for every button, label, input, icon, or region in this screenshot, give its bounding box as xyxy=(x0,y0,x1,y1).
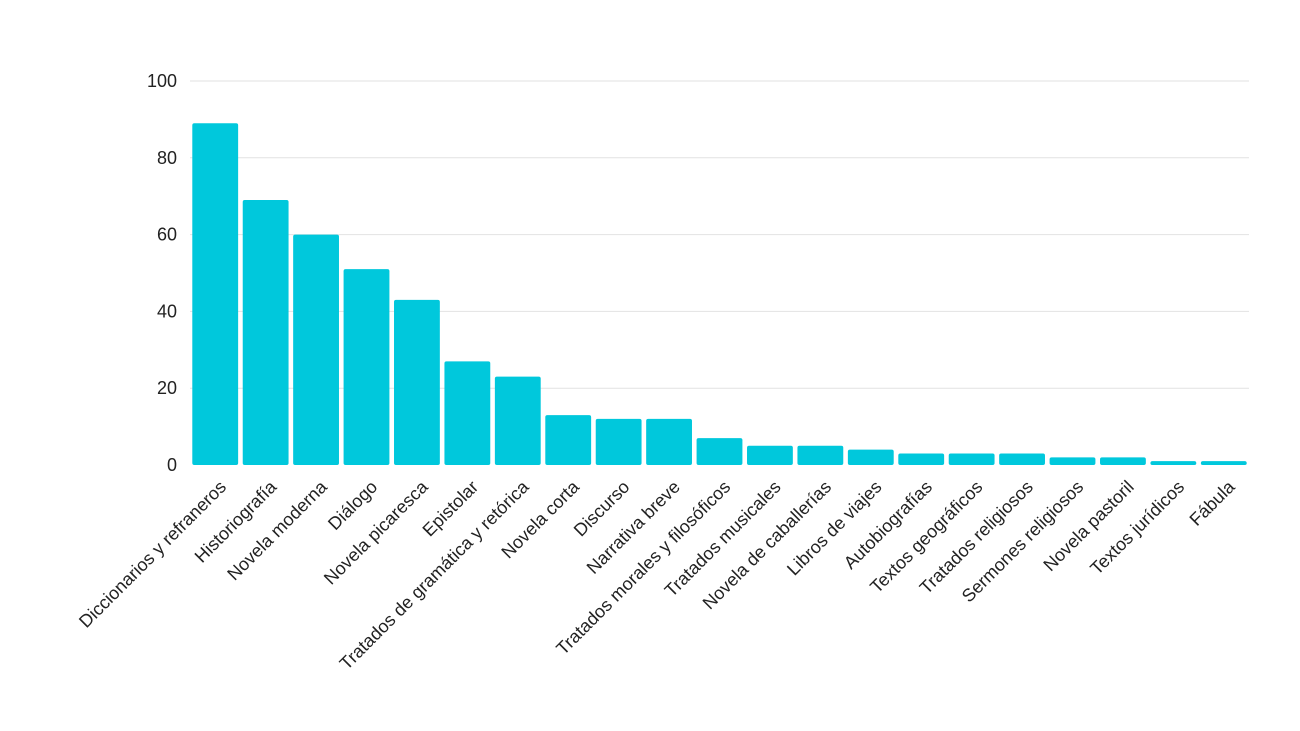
bar xyxy=(1049,457,1096,465)
bar xyxy=(1100,457,1146,465)
bar xyxy=(394,299,440,465)
bar xyxy=(797,445,844,465)
y-tick-label: 60 xyxy=(157,225,177,245)
bar xyxy=(444,361,491,465)
y-tick-label: 0 xyxy=(167,455,177,475)
bar xyxy=(293,234,339,465)
bar xyxy=(847,449,894,465)
bar xyxy=(696,438,743,465)
bar xyxy=(948,453,995,465)
y-axis-tick-labels: 0 20 40 60 80 100 xyxy=(147,71,177,475)
x-axis-category-labels: Diccionarios y refranerosHistoriografíaN… xyxy=(75,476,1239,674)
bar xyxy=(545,415,592,465)
bar xyxy=(1200,461,1247,465)
bar xyxy=(595,418,642,465)
bar xyxy=(999,453,1045,465)
x-category-label: Fábula xyxy=(1186,476,1240,530)
x-category-label: Novela pastoril xyxy=(1039,477,1137,575)
bar xyxy=(646,418,692,465)
y-tick-label: 20 xyxy=(157,378,177,398)
bar xyxy=(343,269,390,465)
y-tick-label: 80 xyxy=(157,148,177,168)
x-category-label: Textos jurídicos xyxy=(1086,477,1188,579)
y-tick-label: 40 xyxy=(157,301,177,321)
bar xyxy=(898,453,945,465)
bar xyxy=(494,376,541,465)
bars xyxy=(192,123,1247,466)
bar xyxy=(242,200,289,466)
x-category-label: Autobiografías xyxy=(840,477,936,573)
bar xyxy=(192,123,239,466)
bar xyxy=(747,445,793,465)
y-tick-label: 100 xyxy=(147,71,177,91)
bar xyxy=(1150,461,1197,465)
